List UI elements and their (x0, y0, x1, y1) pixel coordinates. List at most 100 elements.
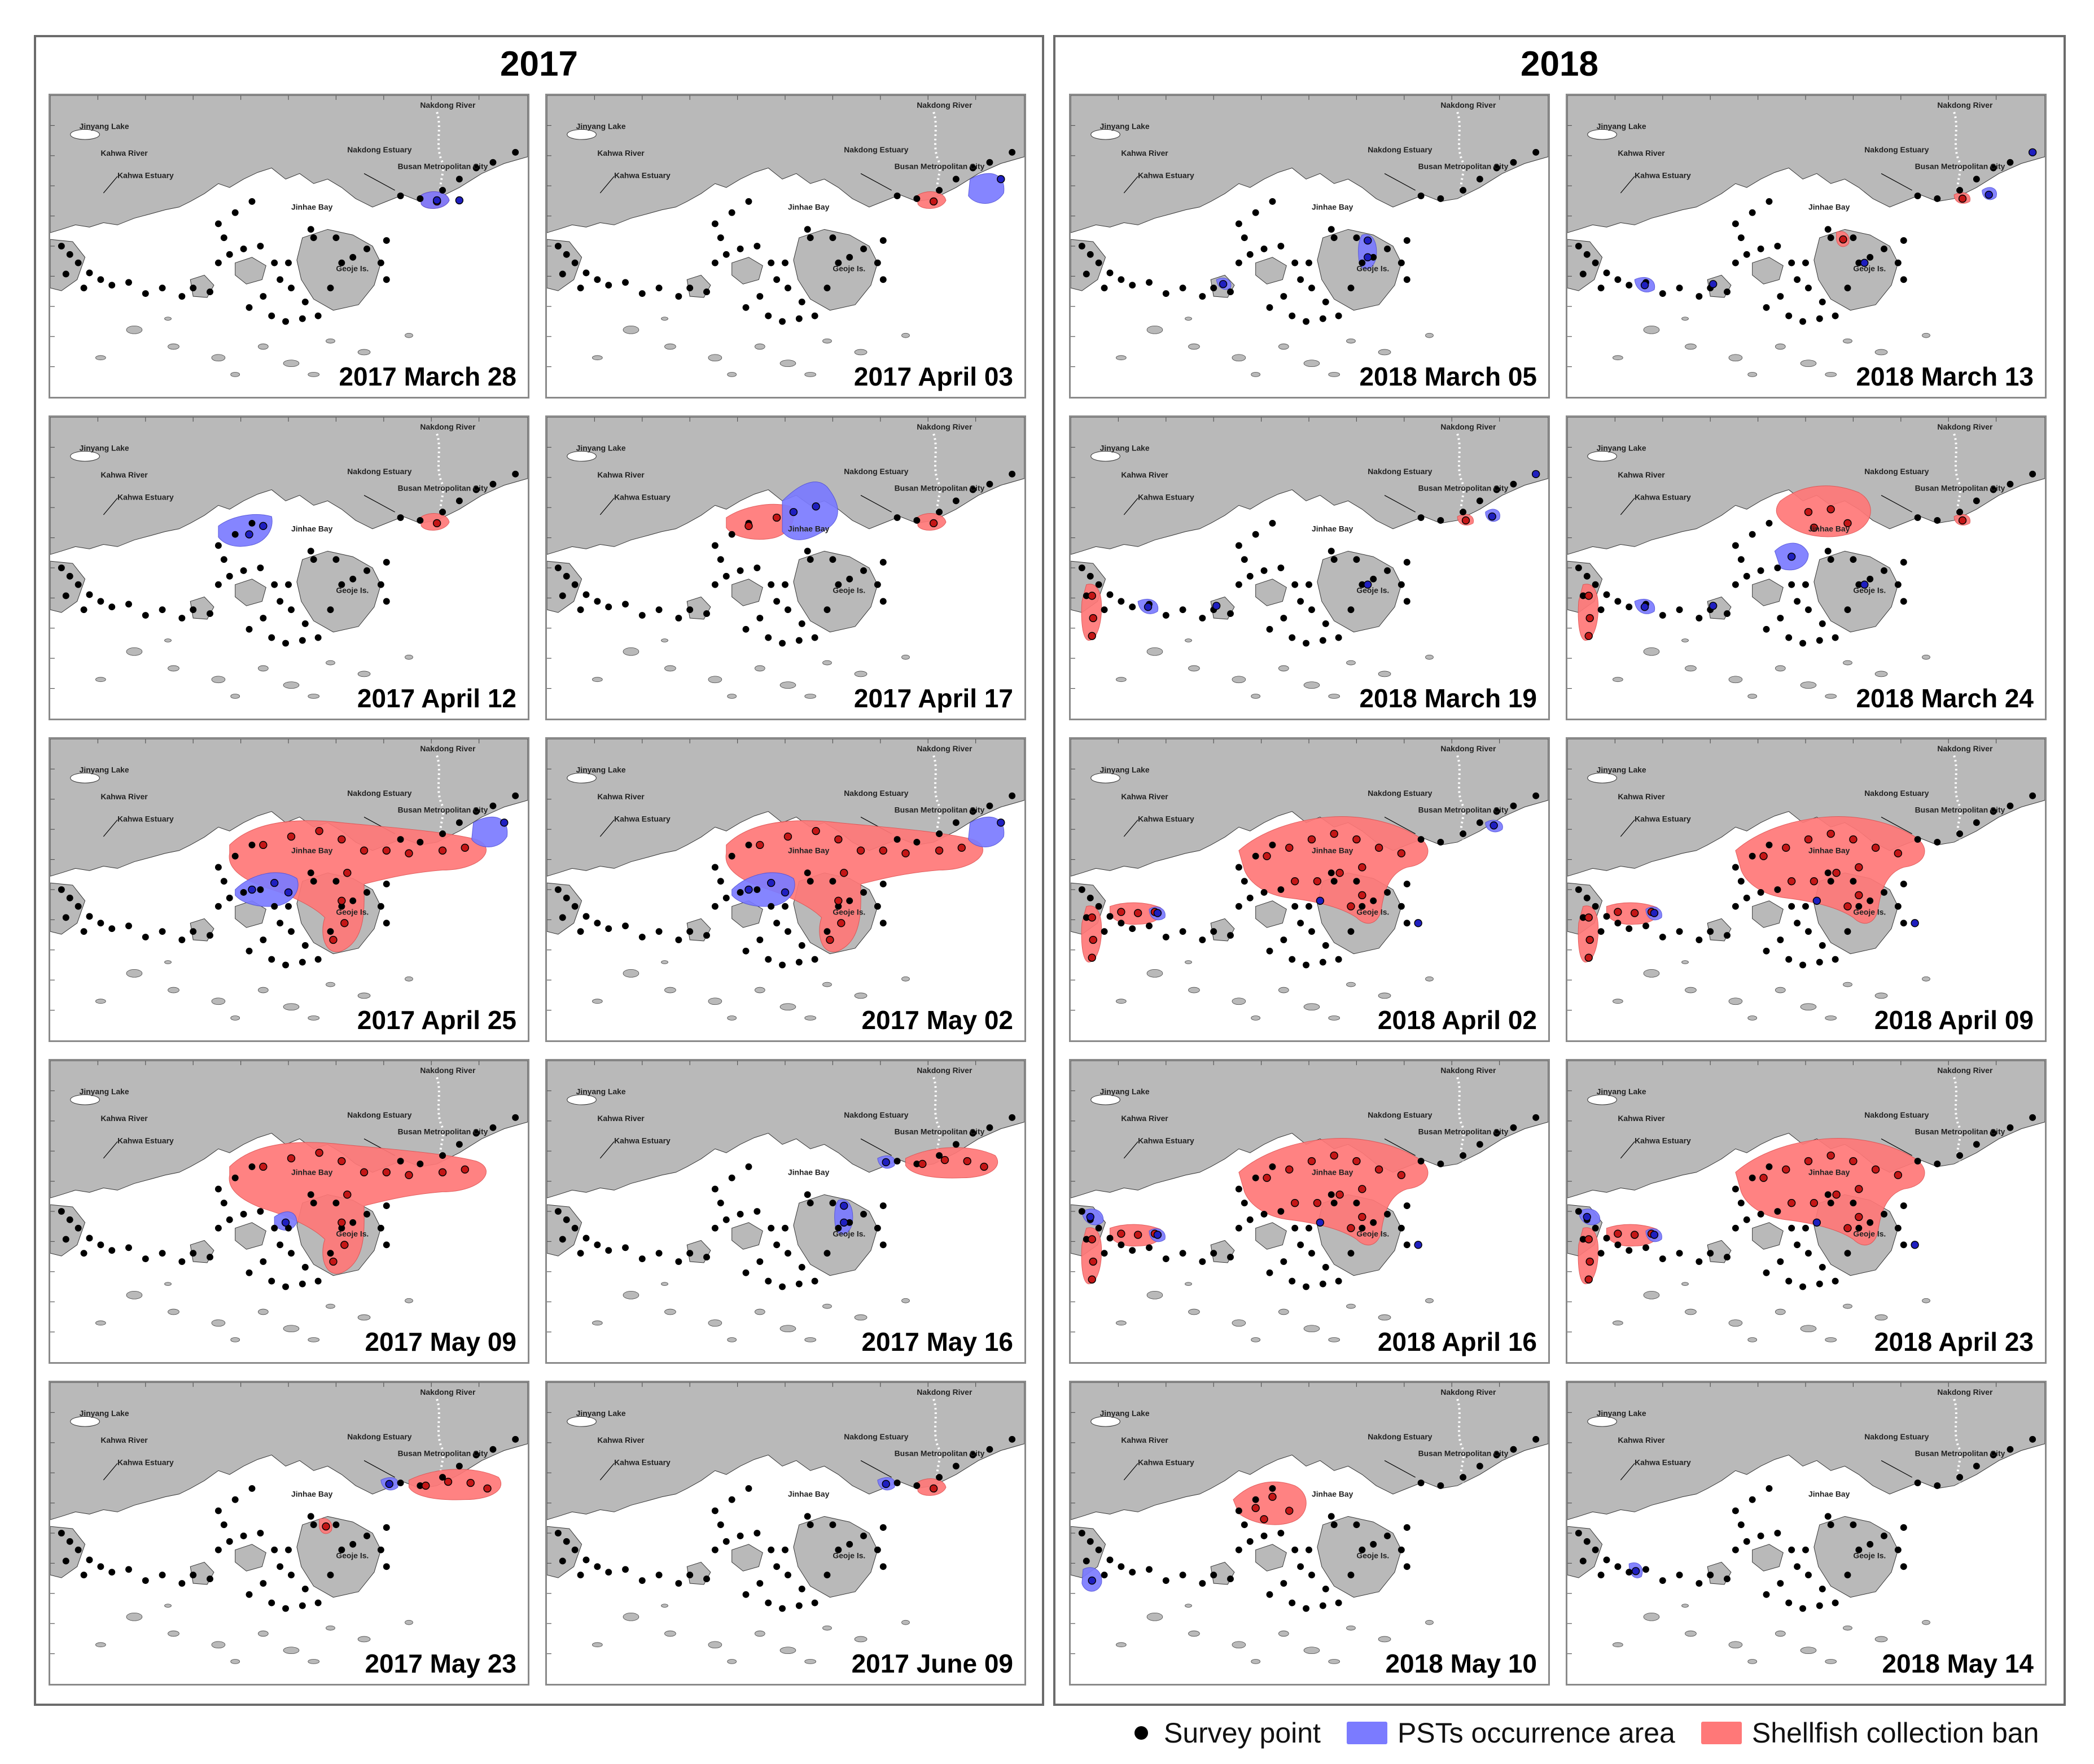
survey-point (1867, 897, 1874, 904)
survey-point (512, 148, 519, 156)
survey-point (1129, 1569, 1136, 1576)
survey-point (1603, 269, 1610, 277)
survey-point (1827, 556, 1834, 563)
island (1613, 677, 1623, 682)
survey-point (1162, 290, 1169, 297)
survey-point (338, 581, 345, 588)
survey-point (332, 1521, 340, 1529)
pst-survey-point (1364, 236, 1372, 245)
island (1800, 360, 1817, 367)
survey-point (594, 920, 601, 927)
survey-point (1398, 581, 1405, 588)
ban-survey-point (1374, 843, 1383, 852)
island (661, 1282, 668, 1286)
survey-point (711, 1507, 719, 1514)
survey-point (913, 195, 921, 202)
land-mass (1317, 1516, 1402, 1598)
survey-point (332, 234, 340, 242)
survey-point (711, 1224, 719, 1232)
survey-point (58, 1208, 65, 1215)
survey-point (1277, 1530, 1285, 1537)
ban-area (725, 820, 983, 952)
survey-point (1867, 1540, 1874, 1548)
island (804, 1337, 817, 1342)
survey-point (1844, 284, 1851, 292)
island (664, 1630, 676, 1637)
jinhae-bay-label: Jinhae Bay (788, 1490, 830, 1499)
survey-point (1777, 293, 1784, 300)
survey-point (299, 315, 306, 322)
land-mass (1255, 257, 1287, 284)
survey-point (1827, 1521, 1834, 1529)
ban-survey-point (1313, 1198, 1322, 1207)
survey-point (1260, 1533, 1268, 1539)
jinyang-lake-label: Jinyang Lake (80, 1087, 129, 1096)
survey-point (58, 564, 65, 571)
nakdong-river-label: Nakdong River (917, 100, 972, 110)
survey-point (798, 620, 805, 627)
nakdong-river-label: Nakdong River (420, 1387, 476, 1397)
jinyang-lake-shape (70, 772, 100, 783)
survey-point (807, 1200, 814, 1207)
survey-point (363, 246, 370, 252)
survey-point (1532, 1435, 1540, 1443)
ban-survey-point (1260, 1515, 1268, 1524)
survey-point (1417, 192, 1425, 199)
survey-point (1802, 903, 1809, 910)
nakdong-estuary-label: Nakdong Estuary (1368, 467, 1432, 476)
pst-survey-point (500, 818, 509, 827)
jinhae-bay-label: Jinhae Bay (1312, 1490, 1353, 1499)
survey-point (686, 928, 694, 935)
pst-area (731, 872, 795, 907)
island (1278, 665, 1289, 672)
island (1800, 681, 1817, 689)
survey-point (969, 808, 976, 815)
survey-point-icon (1134, 1726, 1148, 1740)
survey-point (1260, 567, 1268, 574)
island (1185, 638, 1192, 642)
survey-point (108, 1569, 116, 1576)
survey-point (277, 1241, 284, 1249)
survey-point (1246, 1216, 1254, 1223)
ban-survey-point (1088, 1275, 1096, 1284)
island (727, 372, 737, 377)
survey-point (1785, 634, 1793, 641)
survey-point (1914, 514, 1921, 521)
busan-label: Busan Metropolitan City (398, 1449, 488, 1458)
survey-point (722, 1216, 730, 1223)
ban-survey-point (929, 1484, 938, 1493)
survey-point (936, 1474, 943, 1481)
map-panel: Jinyang Lake Kahwa River Kahwa Estuary Nakd… (545, 1381, 1026, 1686)
nakdong-arrow-icon (363, 494, 395, 513)
survey-point (1802, 1546, 1809, 1553)
survey-point (214, 1546, 222, 1553)
island (1643, 1291, 1660, 1299)
survey-point (765, 1277, 772, 1285)
land-mass (1255, 900, 1287, 928)
map-panel: Jinyang Lake Kahwa River Kahwa Estuary Nakd… (1069, 1059, 1550, 1364)
busan-label: Busan Metropolitan City (1418, 806, 1509, 815)
ban-survey-point (1397, 1171, 1406, 1179)
survey-point (782, 581, 788, 588)
survey-point (1824, 1191, 1832, 1198)
survey-point (1676, 606, 1683, 614)
survey-point (246, 947, 253, 955)
survey-point (178, 1258, 186, 1265)
survey-point (455, 1141, 463, 1148)
survey-point (1129, 603, 1136, 611)
pst-survey-point (1490, 821, 1498, 830)
nakdong-river-label: Nakdong River (917, 1387, 972, 1397)
kahwa-estuary-label: Kahwa Estuary (117, 1457, 174, 1467)
survey-point (1280, 936, 1287, 943)
map-date-label: 2018 May 14 (1880, 1649, 2036, 1678)
survey-point (397, 514, 404, 521)
survey-point (773, 276, 781, 283)
land-mass (1255, 1222, 1287, 1250)
kahwa-estuary-label: Kahwa Estuary (614, 814, 671, 823)
survey-point (1266, 1269, 1273, 1276)
survey-point (1078, 243, 1085, 250)
survey-point (1227, 288, 1234, 296)
ban-survey-point (1843, 902, 1852, 911)
survey-point (439, 509, 446, 516)
